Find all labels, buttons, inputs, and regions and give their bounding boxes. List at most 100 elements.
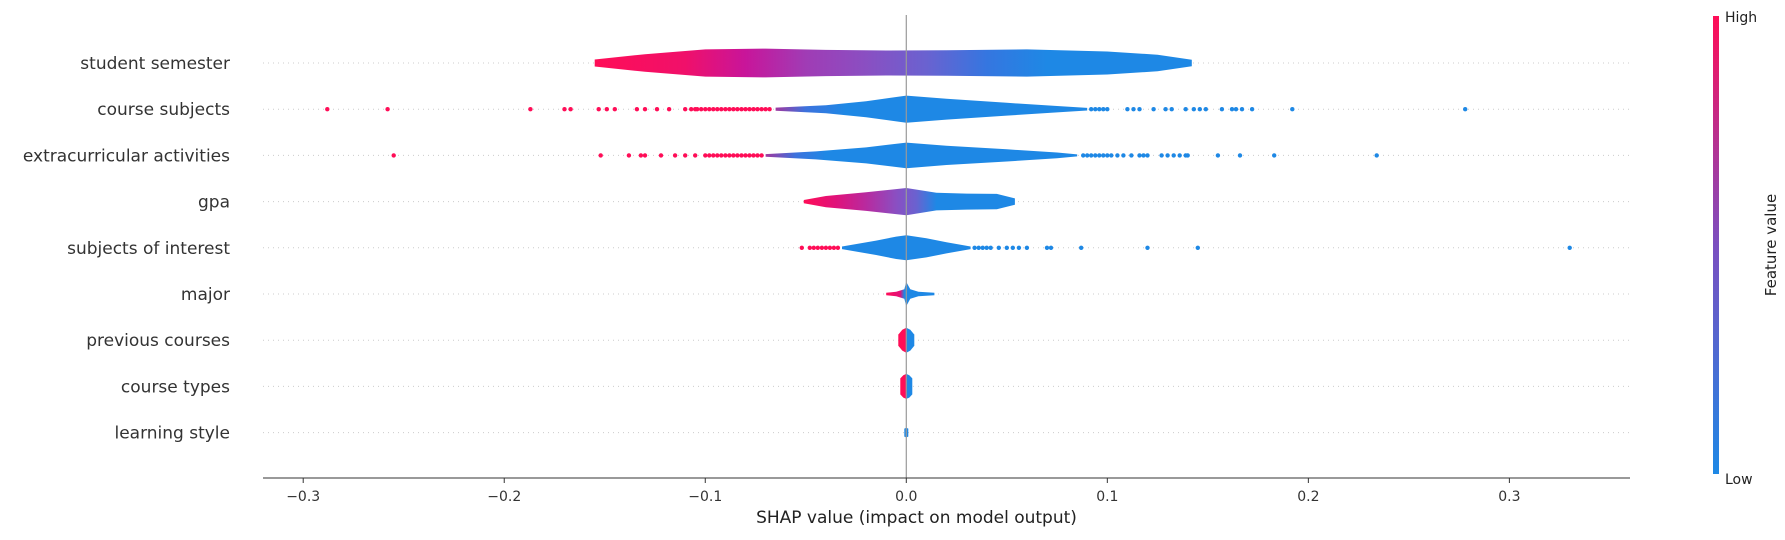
data-point bbox=[666, 107, 672, 112]
data-point bbox=[1145, 245, 1150, 250]
colorbar-title: Feature value bbox=[1762, 194, 1780, 296]
data-point bbox=[1101, 153, 1106, 158]
data-point bbox=[723, 153, 728, 158]
data-point bbox=[731, 153, 736, 158]
data-point bbox=[1115, 153, 1120, 158]
feature-label: subjects of interest bbox=[67, 239, 230, 259]
data-point bbox=[715, 107, 720, 112]
data-point bbox=[1101, 107, 1106, 112]
data-point bbox=[1044, 245, 1050, 250]
x-tick-label: −0.3 bbox=[286, 489, 320, 505]
data-point bbox=[528, 107, 533, 112]
data-point bbox=[972, 245, 977, 250]
data-point bbox=[654, 107, 660, 112]
violins bbox=[594, 48, 1192, 438]
colorbar-gradient bbox=[1713, 16, 1719, 474]
data-point bbox=[819, 245, 825, 250]
data-point bbox=[1203, 107, 1209, 112]
data-point bbox=[1131, 107, 1136, 112]
data-point bbox=[811, 245, 816, 250]
feature-label: extracurricular activities bbox=[23, 146, 230, 166]
data-point bbox=[1163, 107, 1168, 112]
data-point bbox=[739, 153, 744, 158]
data-point bbox=[1085, 153, 1090, 158]
data-point bbox=[703, 107, 708, 112]
data-point bbox=[642, 107, 648, 112]
colorbar-high-label: High bbox=[1725, 10, 1757, 26]
data-point bbox=[1171, 153, 1176, 158]
data-point bbox=[735, 153, 740, 158]
data-point bbox=[747, 107, 752, 112]
data-point bbox=[642, 153, 648, 158]
data-point bbox=[767, 107, 772, 112]
data-point bbox=[1169, 107, 1174, 112]
data-point bbox=[759, 107, 764, 112]
feature-label: previous courses bbox=[86, 331, 230, 351]
data-point bbox=[1159, 153, 1164, 158]
data-point bbox=[735, 107, 740, 112]
data-point bbox=[1105, 153, 1110, 158]
data-point bbox=[976, 245, 981, 250]
violin-extracurricular-activities bbox=[765, 142, 1078, 169]
data-point bbox=[707, 107, 712, 112]
data-point bbox=[385, 107, 390, 112]
data-point bbox=[1089, 107, 1094, 112]
data-point bbox=[598, 153, 603, 158]
data-point bbox=[799, 245, 804, 250]
data-point bbox=[763, 107, 768, 112]
data-point bbox=[1137, 153, 1142, 158]
data-point bbox=[1191, 107, 1197, 112]
data-point bbox=[835, 245, 841, 250]
data-point bbox=[1567, 245, 1572, 250]
data-point bbox=[658, 153, 664, 158]
data-point bbox=[1463, 107, 1468, 112]
data-point bbox=[731, 107, 736, 112]
data-point bbox=[672, 153, 678, 158]
data-point bbox=[1089, 153, 1094, 158]
data-point bbox=[1237, 153, 1243, 158]
data-point bbox=[980, 245, 985, 250]
data-point bbox=[562, 107, 567, 112]
data-point bbox=[739, 107, 744, 112]
data-point bbox=[1374, 153, 1379, 158]
data-point bbox=[1121, 153, 1126, 158]
data-point bbox=[638, 153, 644, 158]
data-point bbox=[1093, 153, 1098, 158]
x-axis-ticks: −0.3 −0.2 −0.1 0.0 0.1 0.2 0.3 bbox=[286, 478, 1521, 505]
data-point bbox=[823, 245, 829, 250]
feature-label: learning style bbox=[114, 424, 230, 444]
data-point bbox=[751, 107, 756, 112]
data-point bbox=[1165, 153, 1170, 158]
data-point bbox=[689, 107, 694, 112]
data-point bbox=[1048, 245, 1054, 250]
violin-major bbox=[886, 282, 935, 306]
data-point bbox=[707, 153, 712, 158]
data-point bbox=[695, 107, 700, 112]
data-point bbox=[831, 245, 837, 250]
data-point bbox=[719, 153, 724, 158]
data-point bbox=[1093, 107, 1098, 112]
data-point bbox=[1079, 245, 1084, 250]
colorbar-low-label: Low bbox=[1725, 472, 1753, 488]
feature-label: gpa bbox=[198, 193, 230, 213]
x-tick-label: −0.1 bbox=[688, 489, 722, 505]
data-point bbox=[1197, 107, 1203, 112]
feature-label: major bbox=[181, 285, 230, 305]
data-point bbox=[634, 107, 640, 112]
data-point bbox=[1239, 107, 1245, 112]
data-point bbox=[391, 153, 396, 158]
data-point bbox=[751, 153, 756, 158]
violin-student-semester bbox=[594, 48, 1192, 78]
data-point bbox=[747, 153, 752, 158]
data-point bbox=[1145, 153, 1150, 158]
data-point bbox=[1233, 107, 1239, 112]
feature-label: student semester bbox=[80, 54, 230, 74]
data-point bbox=[723, 107, 728, 112]
data-point bbox=[727, 107, 732, 112]
data-point bbox=[996, 245, 1001, 250]
feature-label: course subjects bbox=[97, 100, 230, 120]
data-point bbox=[1010, 245, 1015, 250]
data-point bbox=[1129, 153, 1134, 158]
